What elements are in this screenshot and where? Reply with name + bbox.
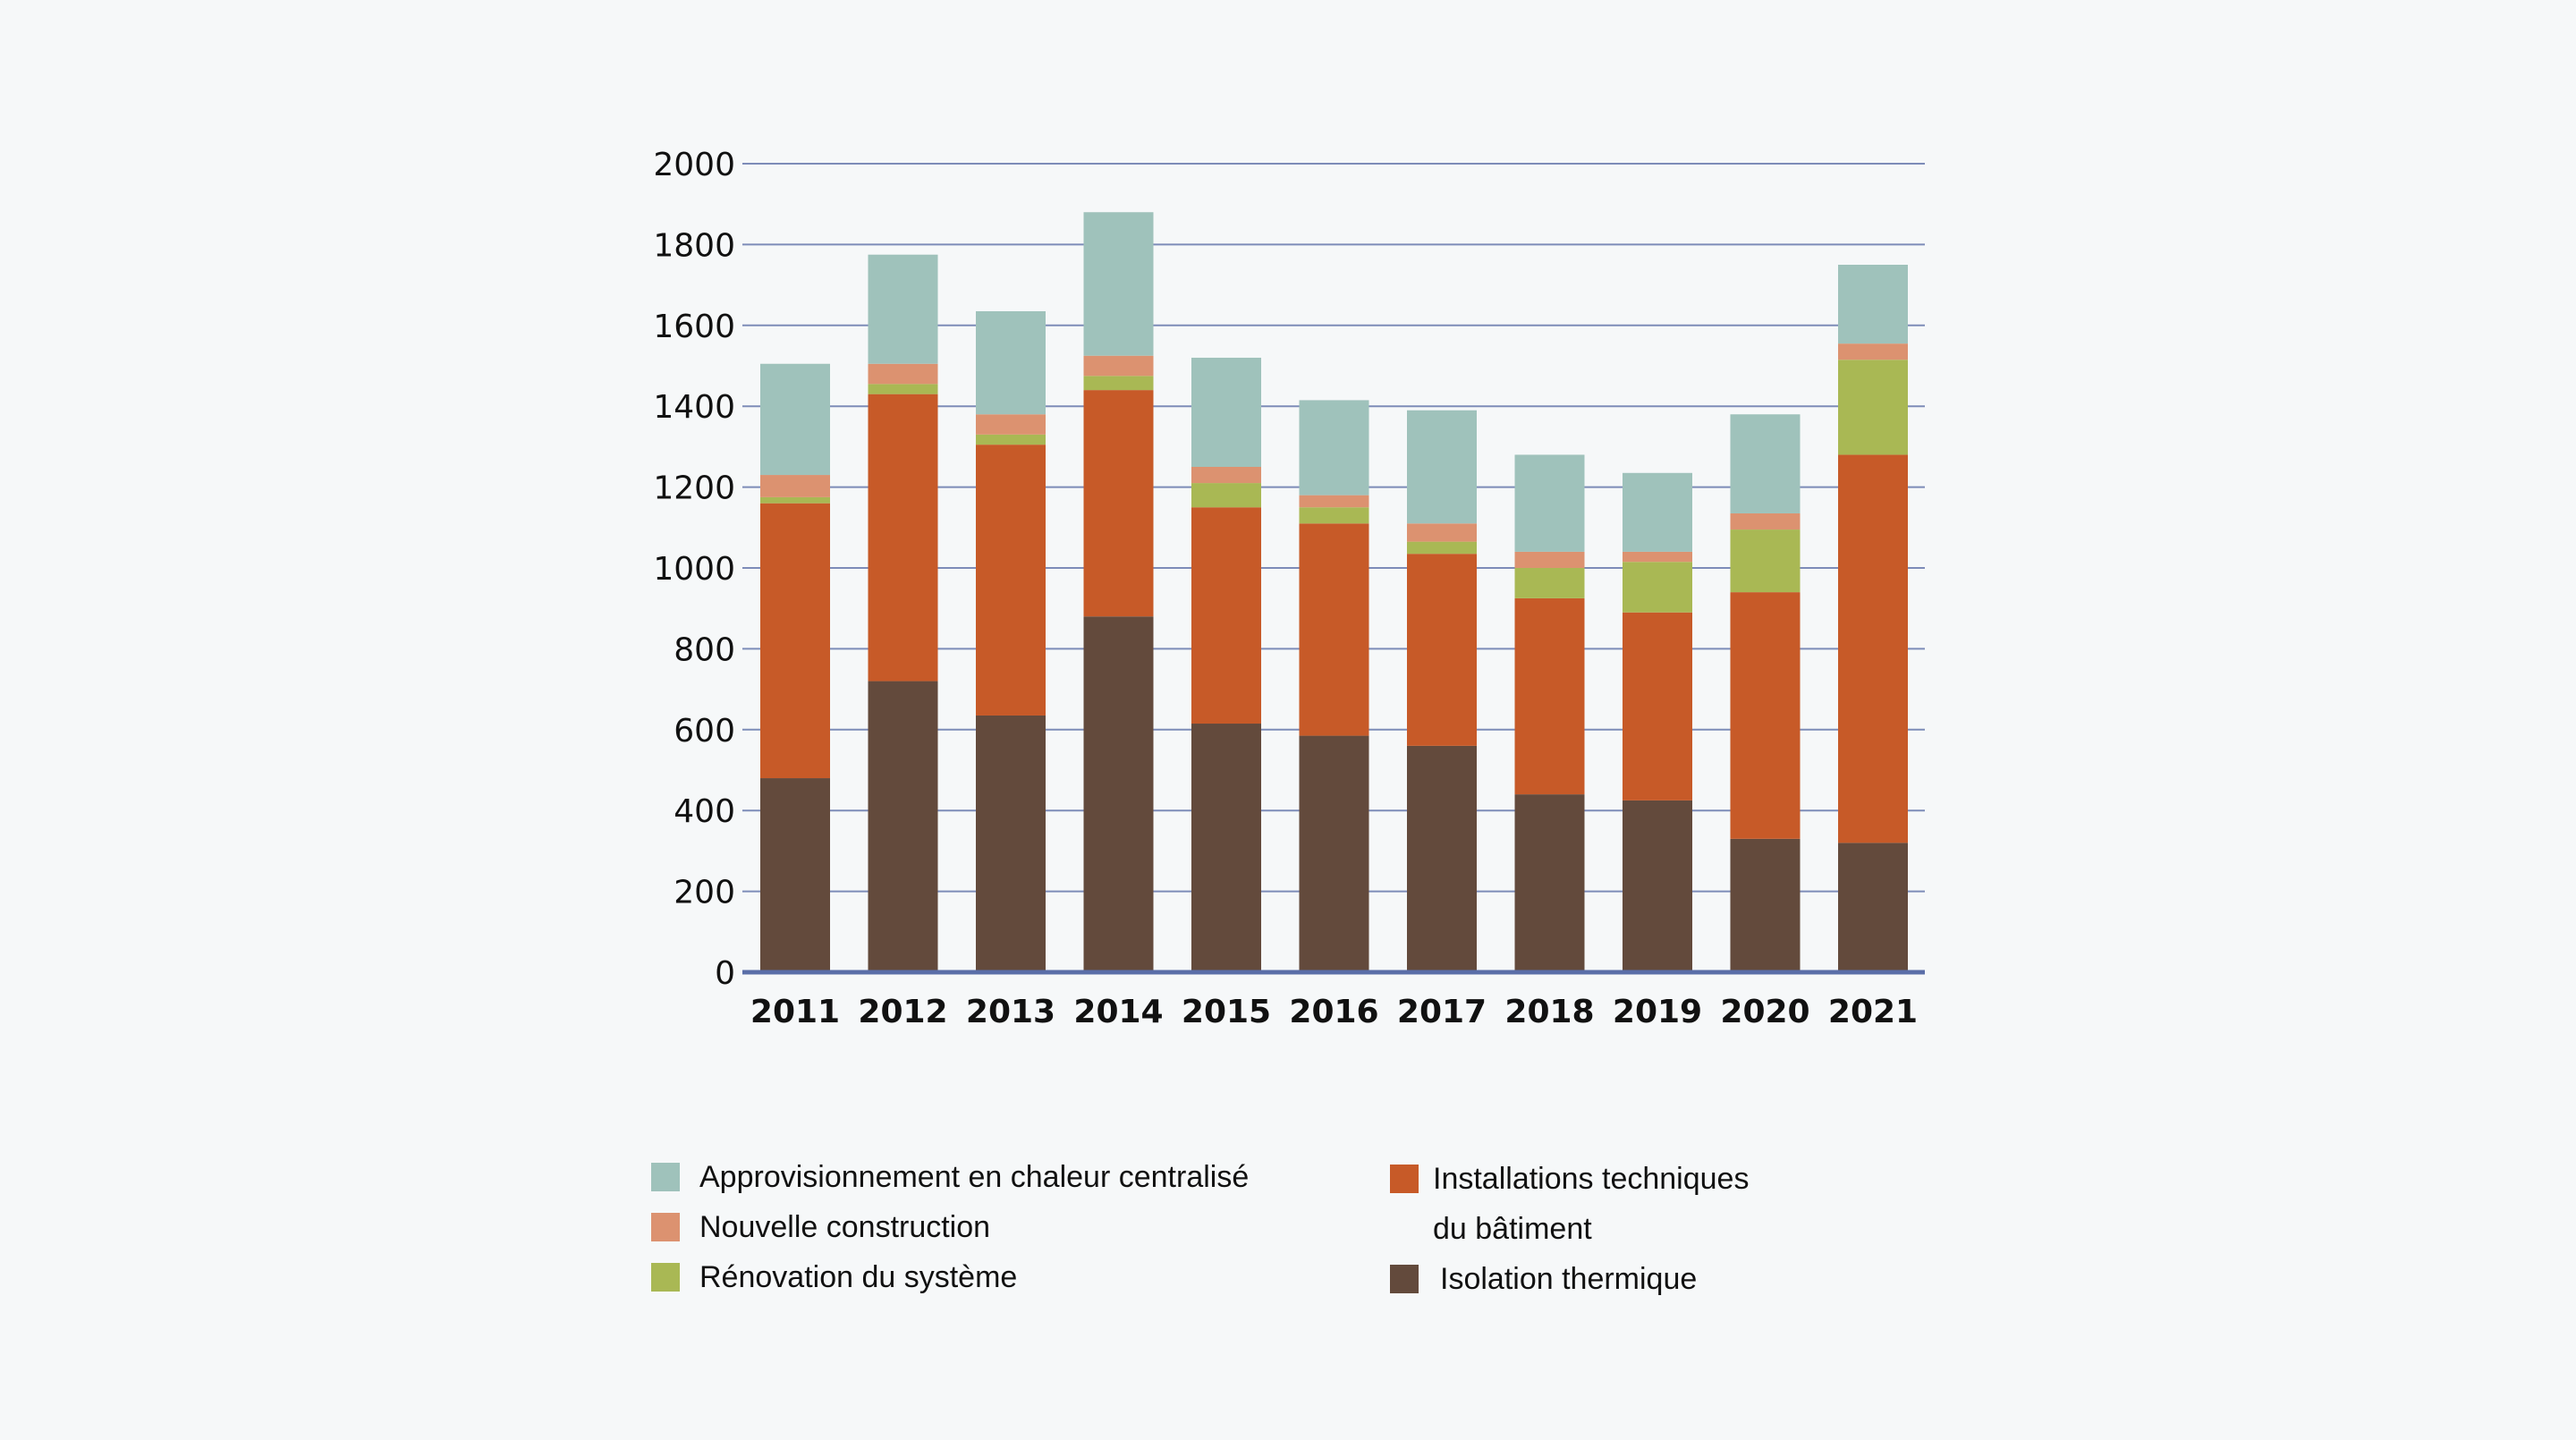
bar-segment <box>760 503 830 779</box>
legend-swatch <box>651 1163 680 1191</box>
bar-segment <box>760 475 830 497</box>
bar-segment <box>1083 355 1154 377</box>
bar-segment <box>1083 616 1154 972</box>
bar-segment <box>1407 410 1477 524</box>
legend-label-continued: du bâtiment <box>1433 1212 1592 1246</box>
bar-segment <box>976 310 1046 415</box>
y-tick-label: 400 <box>674 793 735 830</box>
x-axis-ticks: 2011 2012 2013 2014 2015 2016 2017 2018 2019 2020… <box>750 994 1918 1030</box>
bar-segment <box>1191 724 1261 972</box>
x-tick-label: 2012 <box>858 994 947 1030</box>
bars <box>760 212 1908 972</box>
x-tick-label: 2017 <box>1397 994 1487 1030</box>
bar-segment <box>1083 390 1154 617</box>
bar-segment <box>1407 554 1477 746</box>
legend-swatch <box>651 1213 680 1241</box>
bar-segment <box>1191 467 1261 484</box>
bar-segment <box>1514 454 1585 552</box>
bar-segment <box>868 681 938 972</box>
bar-segment <box>1514 568 1585 598</box>
legend-swatch <box>1390 1265 1419 1293</box>
bar-segment <box>1407 523 1477 542</box>
y-tick-label: 0 <box>715 955 735 992</box>
bar-segment <box>760 778 830 972</box>
bar-segment <box>1623 612 1692 800</box>
bar-segment <box>1514 597 1585 795</box>
y-tick-label: 800 <box>674 631 735 668</box>
legend-swatch <box>651 1263 680 1292</box>
bar-segment <box>1623 800 1692 972</box>
bar-segment <box>1838 454 1908 843</box>
x-tick-label: 2016 <box>1289 994 1378 1030</box>
legend-label: Approvisionnement en chaleur centralisé <box>699 1160 1250 1194</box>
bar-segment <box>868 363 938 385</box>
bar-segment <box>868 254 938 364</box>
bar-segment <box>1838 343 1908 360</box>
bar-segment <box>760 496 830 504</box>
bar-segment <box>1623 562 1692 613</box>
bar-segment <box>1623 472 1692 552</box>
bar-segment <box>1299 523 1369 736</box>
y-tick-label: 600 <box>674 713 735 750</box>
bar-segment <box>976 445 1046 716</box>
bar-segment <box>1299 735 1369 972</box>
bar-segment <box>1514 794 1585 972</box>
y-tick-label: 2000 <box>653 147 735 183</box>
bar-segment <box>976 434 1046 445</box>
bar-segment <box>1407 745 1477 972</box>
x-tick-label: 2011 <box>750 994 840 1030</box>
x-tick-label: 2021 <box>1828 994 1918 1030</box>
x-tick-label: 2015 <box>1182 994 1271 1030</box>
bar-segment <box>1083 212 1154 356</box>
legend-label: Installations techniques <box>1433 1162 1750 1196</box>
x-tick-label: 2013 <box>966 994 1055 1030</box>
bar-segment <box>976 715 1046 972</box>
bar-segment <box>1730 512 1801 530</box>
legend-swatch <box>1390 1165 1419 1193</box>
x-tick-label: 2020 <box>1720 994 1809 1030</box>
bar-segment <box>1407 541 1477 555</box>
y-tick-label: 1000 <box>653 551 735 588</box>
bar-segment <box>1083 376 1154 391</box>
bar-segment <box>1191 507 1261 724</box>
bar-segment <box>1191 483 1261 508</box>
y-tick-label: 1800 <box>653 227 735 264</box>
bar-segment <box>760 363 830 476</box>
bar-segment <box>1838 265 1908 344</box>
legend-label: Nouvelle construction <box>699 1210 991 1244</box>
bar-segment <box>1730 838 1801 972</box>
bar-segment <box>1299 400 1369 496</box>
x-tick-label: 2019 <box>1613 994 1702 1030</box>
bar-segment <box>868 384 938 394</box>
bar-segment <box>1838 360 1908 455</box>
x-tick-label: 2018 <box>1504 994 1594 1030</box>
y-tick-label: 1400 <box>653 389 735 426</box>
x-tick-label: 2014 <box>1073 994 1163 1030</box>
bar-segment <box>1514 551 1585 568</box>
bar-segment <box>1730 592 1801 839</box>
bar-segment <box>868 394 938 682</box>
bar-segment <box>1191 357 1261 467</box>
y-tick-label: 1200 <box>653 470 735 507</box>
y-axis-ticks: 0 200 400 600 800 1000 1200 1400 1600 1800 2000 <box>653 147 735 992</box>
bar-segment <box>1299 507 1369 524</box>
legend-label: Rénovation du système <box>699 1260 1018 1294</box>
legend-label: Isolation thermique <box>1440 1262 1698 1296</box>
bar-segment <box>1299 495 1369 508</box>
bar-segment <box>1730 529 1801 593</box>
bar-segment <box>1623 551 1692 563</box>
bar-segment <box>1838 843 1908 972</box>
y-tick-label: 200 <box>674 875 735 911</box>
bar-segment <box>976 414 1046 435</box>
bar-segment <box>1730 414 1801 513</box>
y-tick-label: 1600 <box>653 309 735 345</box>
